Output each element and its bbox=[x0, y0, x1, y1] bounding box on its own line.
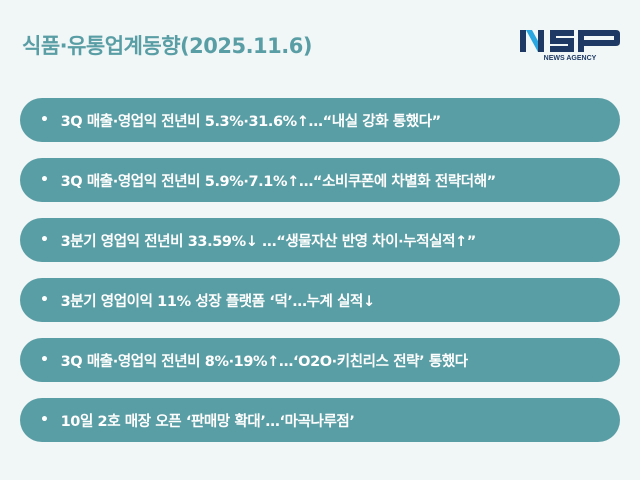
news-item[interactable]: • 3Q 매출·영업익 전년비 8%·19%↑…‘O2O·키친리스 전략’ 통했다 bbox=[20, 338, 620, 382]
news-item-text: 3분기 영업이익 11% 성장 플랫폼 ‘덕’…누계 실적↓ bbox=[60, 293, 376, 310]
bullet-icon: • bbox=[40, 172, 49, 188]
bullet-icon: • bbox=[40, 232, 49, 248]
nsp-logo: NEWS AGENCY bbox=[518, 28, 622, 68]
bullet-icon: • bbox=[40, 112, 49, 128]
bullet-icon: • bbox=[40, 352, 49, 368]
news-item[interactable]: • 3Q 매출·영업익 전년비 5.3%·31.6%↑…“내실 강화 통했다” bbox=[20, 98, 620, 142]
news-list: • 3Q 매출·영업익 전년비 5.3%·31.6%↑…“내실 강화 통했다” •… bbox=[20, 98, 620, 458]
bullet-icon: • bbox=[40, 412, 49, 428]
page-title: 식품·유통업계동향(2025.11.6) bbox=[22, 34, 312, 58]
news-item-text: 3Q 매출·영업익 전년비 8%·19%↑…‘O2O·키친리스 전략’ 통했다 bbox=[60, 353, 468, 370]
news-item-text: 10일 2호 매장 오픈 ‘판매망 확대’…‘마곡나루점’ bbox=[60, 413, 355, 430]
bullet-icon: • bbox=[40, 292, 49, 308]
news-item-text: 3분기 영업익 전년비 33.59%↓ …“생물자산 반영 차이·누적실적↑” bbox=[60, 233, 477, 250]
news-item[interactable]: • 10일 2호 매장 오픈 ‘판매망 확대’…‘마곡나루점’ bbox=[20, 398, 620, 442]
news-item-text: 3Q 매출·영업익 전년비 5.9%·7.1%↑…“소비쿠폰에 차별화 전략더해… bbox=[60, 173, 497, 190]
news-item[interactable]: • 3Q 매출·영업익 전년비 5.9%·7.1%↑…“소비쿠폰에 차별화 전략더… bbox=[20, 158, 620, 202]
logo-subtext: NEWS AGENCY bbox=[543, 55, 597, 62]
news-item[interactable]: • 3분기 영업이익 11% 성장 플랫폼 ‘덕’…누계 실적↓ bbox=[20, 278, 620, 322]
nsp-logo-mark bbox=[520, 30, 620, 52]
news-item-text: 3Q 매출·영업익 전년비 5.3%·31.6%↑…“내실 강화 통했다” bbox=[60, 113, 442, 130]
news-item[interactable]: • 3분기 영업익 전년비 33.59%↓ …“생물자산 반영 차이·누적실적↑” bbox=[20, 218, 620, 262]
